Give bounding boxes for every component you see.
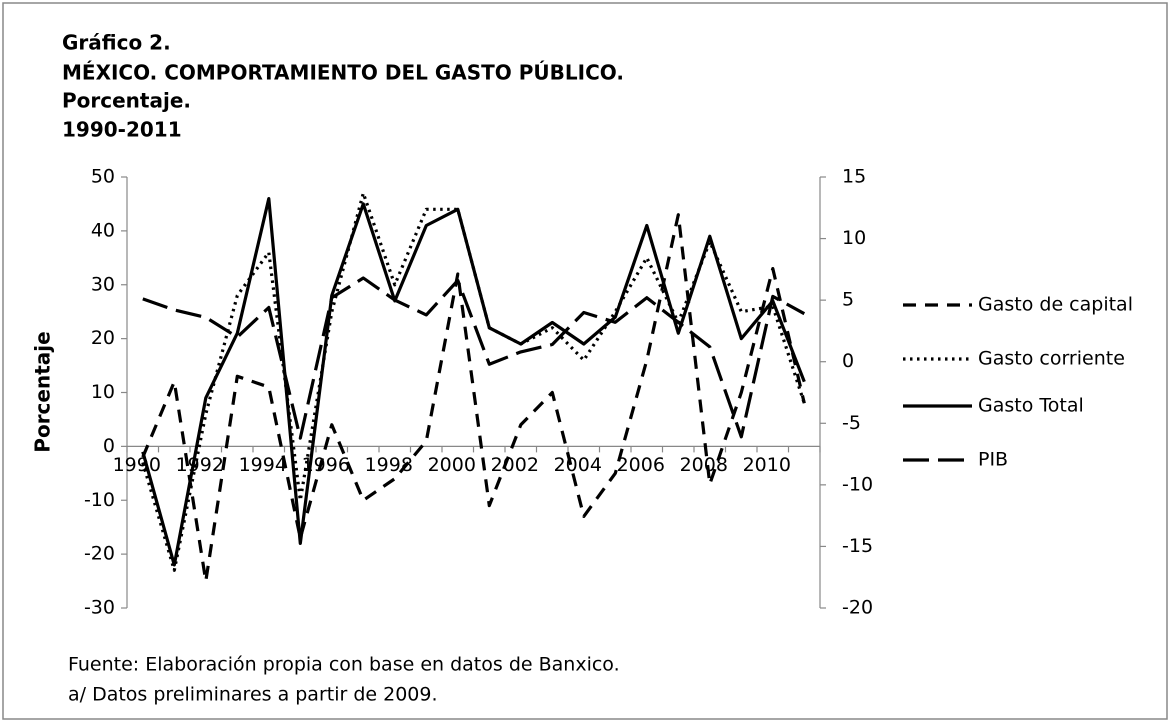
- y-tick-label: 40: [91, 219, 115, 241]
- x-tick-label: 2000: [428, 454, 476, 476]
- legend-label: Gasto Total: [978, 395, 1084, 417]
- legend-label: Gasto de capital: [978, 294, 1133, 316]
- x-tick-label: 1992: [176, 454, 224, 476]
- y-tick-label: 20: [91, 327, 115, 349]
- series-line: [141, 213, 806, 583]
- y2-tick-label: 10: [842, 227, 866, 249]
- x-tick-label: 2002: [491, 454, 539, 476]
- x-tick-label: 2010: [743, 454, 791, 476]
- y2-tick-label: -20: [842, 597, 873, 619]
- series-line: [141, 197, 806, 567]
- y-tick-label: -30: [84, 597, 115, 619]
- y-tick-label: 50: [91, 166, 115, 188]
- y2-tick-label: -5: [842, 412, 861, 434]
- chart-title: Gráfico 2.: [62, 31, 171, 55]
- legend-label: Gasto corriente: [978, 348, 1125, 370]
- note: a/ Datos preliminares a partir de 2009.: [68, 684, 438, 706]
- legend-label: PIB: [978, 449, 1008, 471]
- y-tick-label: -10: [84, 489, 115, 511]
- x-tick-label: 1990: [113, 454, 161, 476]
- y-tick-label: 30: [91, 273, 115, 295]
- x-tick-label: 1994: [239, 454, 287, 476]
- y2-tick-label: 0: [842, 350, 854, 372]
- y-tick-label: 10: [91, 381, 115, 403]
- x-tick-label: 1996: [302, 454, 350, 476]
- y2-tick-label: -15: [842, 535, 873, 557]
- y-axis-label: Porcentaje: [31, 331, 55, 452]
- chart-title: MÉXICO. COMPORTAMIENTO DEL GASTO PÚBLICO…: [62, 61, 624, 85]
- x-tick-label: 2004: [554, 454, 602, 476]
- chart-title: 1990-2011: [62, 118, 182, 142]
- chart-title: Porcentaje.: [62, 89, 191, 113]
- y2-tick-label: 5: [842, 289, 854, 311]
- series-line: [142, 276, 806, 440]
- note: Fuente: Elaboración propia con base en d…: [68, 654, 620, 676]
- y-tick-label: 0: [103, 435, 115, 457]
- y2-tick-label: -10: [842, 473, 873, 495]
- y2-tick-label: 15: [842, 166, 866, 188]
- y-tick-label: -20: [84, 543, 115, 565]
- x-tick-label: 2006: [617, 454, 665, 476]
